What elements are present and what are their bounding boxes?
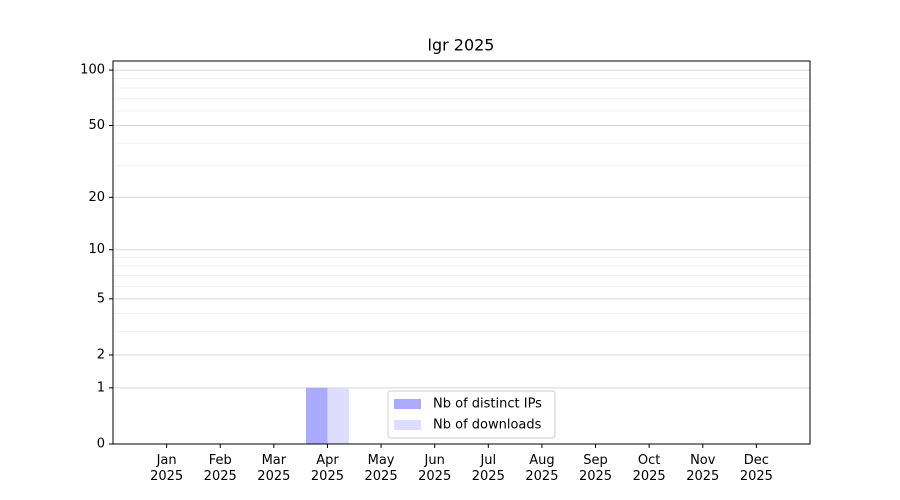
x-tick-label: Jun 2025 — [418, 453, 452, 484]
y-tick-label: 20 — [88, 190, 105, 205]
plot-frame — [112, 60, 811, 445]
x-tick-label: Aug 2025 — [525, 453, 559, 484]
legend-label: Nb of distinct IPs — [433, 397, 542, 412]
y-tick-label: 100 — [80, 63, 105, 78]
bar — [327, 387, 349, 444]
x-tick-label: Sep 2025 — [578, 453, 613, 484]
x-tick-label: Nov 2025 — [686, 453, 720, 484]
x-tick-label: Jul 2025 — [471, 453, 505, 484]
bar — [306, 387, 328, 444]
chart-title: lgr 2025 — [428, 36, 495, 55]
x-tick-label: Dec 2025 — [739, 453, 773, 484]
legend-box — [387, 390, 556, 439]
y-tick-label: 5 — [97, 291, 105, 306]
y-tick-label: 2 — [97, 347, 105, 362]
x-tick-label: Feb 2025 — [203, 453, 237, 484]
y-tick-label: 50 — [88, 118, 105, 133]
x-tick-label: Oct 2025 — [632, 453, 666, 484]
legend-swatch — [394, 420, 421, 430]
legend-swatch — [394, 399, 421, 409]
y-tick-label: 0 — [97, 437, 105, 452]
y-tick-label: 1 — [97, 380, 105, 395]
x-tick-label: Mar 2025 — [257, 453, 291, 484]
legend-label: Nb of downloads — [433, 418, 542, 433]
y-tick-label: 10 — [88, 242, 105, 257]
x-tick-label: Jan 2025 — [150, 453, 184, 484]
x-tick-label: Apr 2025 — [310, 453, 344, 484]
x-tick-label: May 2025 — [364, 453, 398, 484]
legend: Nb of distinct IPs Nb of downloads — [387, 390, 556, 439]
